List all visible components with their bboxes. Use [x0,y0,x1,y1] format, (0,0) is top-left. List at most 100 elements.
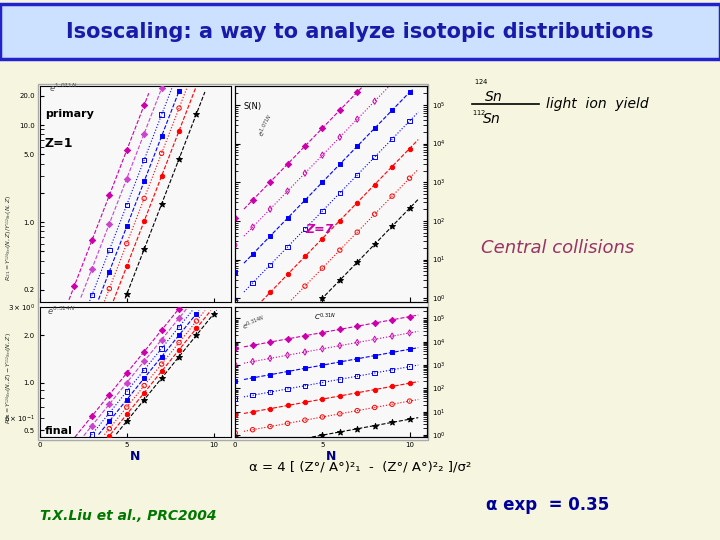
Text: Isoscaling: a way to analyze isotopic distributions: Isoscaling: a way to analyze isotopic di… [66,22,654,42]
Point [334,392,346,400]
Point [300,196,311,205]
Point [138,381,150,390]
Point [317,431,328,440]
Point [264,338,276,346]
Point [121,222,132,231]
Point [317,395,328,403]
Text: Z=1: Z=1 [45,137,73,150]
Point [369,385,380,394]
Text: $^{112}$: $^{112}$ [472,111,486,121]
Point [247,279,258,287]
Point [138,101,150,110]
Point [351,406,363,415]
Point [121,379,132,387]
Point [387,162,398,171]
Point [317,124,328,132]
Point [138,366,150,374]
Point [404,362,415,371]
Point [334,246,346,254]
Point [300,416,311,424]
Point [387,192,398,200]
Point [317,207,328,215]
Text: $\mathit{e}^{1.071N}$: $\mathit{e}^{1.071N}$ [49,82,78,94]
Point [264,388,276,396]
FancyBboxPatch shape [0,4,720,59]
Text: Z=7: Z=7 [305,222,333,235]
Point [351,88,363,97]
Point [404,117,415,125]
Point [174,304,185,313]
Bar [38,84,428,440]
Point [334,133,346,141]
Point [104,431,115,440]
Point [369,352,380,360]
Point [334,428,346,436]
Point [334,188,346,197]
Point [300,142,311,151]
Point [300,398,311,407]
Point [282,160,293,168]
Point [404,345,415,354]
Point [208,309,220,318]
Point [282,351,293,360]
Text: light  ion  yield: light ion yield [546,97,649,111]
Text: $\mathit{e}^{0.314N}$: $\mathit{e}^{0.314N}$ [47,304,75,316]
Point [174,104,185,112]
Point [317,378,328,387]
Point [351,198,363,207]
Point [247,250,258,259]
Text: S(N): S(N) [244,102,262,111]
Point [156,200,167,208]
Point [247,408,258,416]
Point [230,394,241,403]
Point [387,400,398,409]
Point [334,160,346,168]
Point [404,204,415,213]
Point [138,395,150,404]
Point [174,314,185,322]
Point [174,346,185,354]
Point [404,329,415,338]
Point [230,268,241,276]
Point [404,379,415,388]
Point [351,322,363,330]
Text: $\mathit{e}^{1.071N}$: $\mathit{e}^{1.071N}$ [256,112,277,139]
Point [138,177,150,186]
Point [121,403,132,411]
Point [387,315,398,324]
Point [300,381,311,390]
Point [156,132,167,140]
Point [86,265,98,273]
Text: $C^{0.31N}$: $C^{0.31N}$ [314,312,336,323]
Point [387,332,398,340]
Point [351,338,363,347]
Point [156,110,167,119]
Point [191,316,202,325]
Point [334,276,346,285]
Point [351,388,363,397]
Point [369,210,380,219]
Point [282,187,293,195]
Text: T.X.Liu et al., PRC2004: T.X.Liu et al., PRC2004 [40,509,216,523]
Point [191,331,202,340]
Point [351,171,363,179]
Point [300,348,311,356]
Point [230,360,241,369]
Point [121,369,132,377]
Point [264,370,276,379]
Point [387,222,398,231]
Point [156,367,167,376]
Point [264,422,276,431]
Text: $Sn$: $Sn$ [484,90,503,104]
Point [317,345,328,353]
Point [86,421,98,430]
Point [300,169,311,178]
Point [138,374,150,382]
Point [156,374,167,382]
Point [121,201,132,210]
Point [230,344,241,353]
Point [369,180,380,189]
Point [404,144,415,153]
Point [156,360,167,368]
Point [121,410,132,418]
